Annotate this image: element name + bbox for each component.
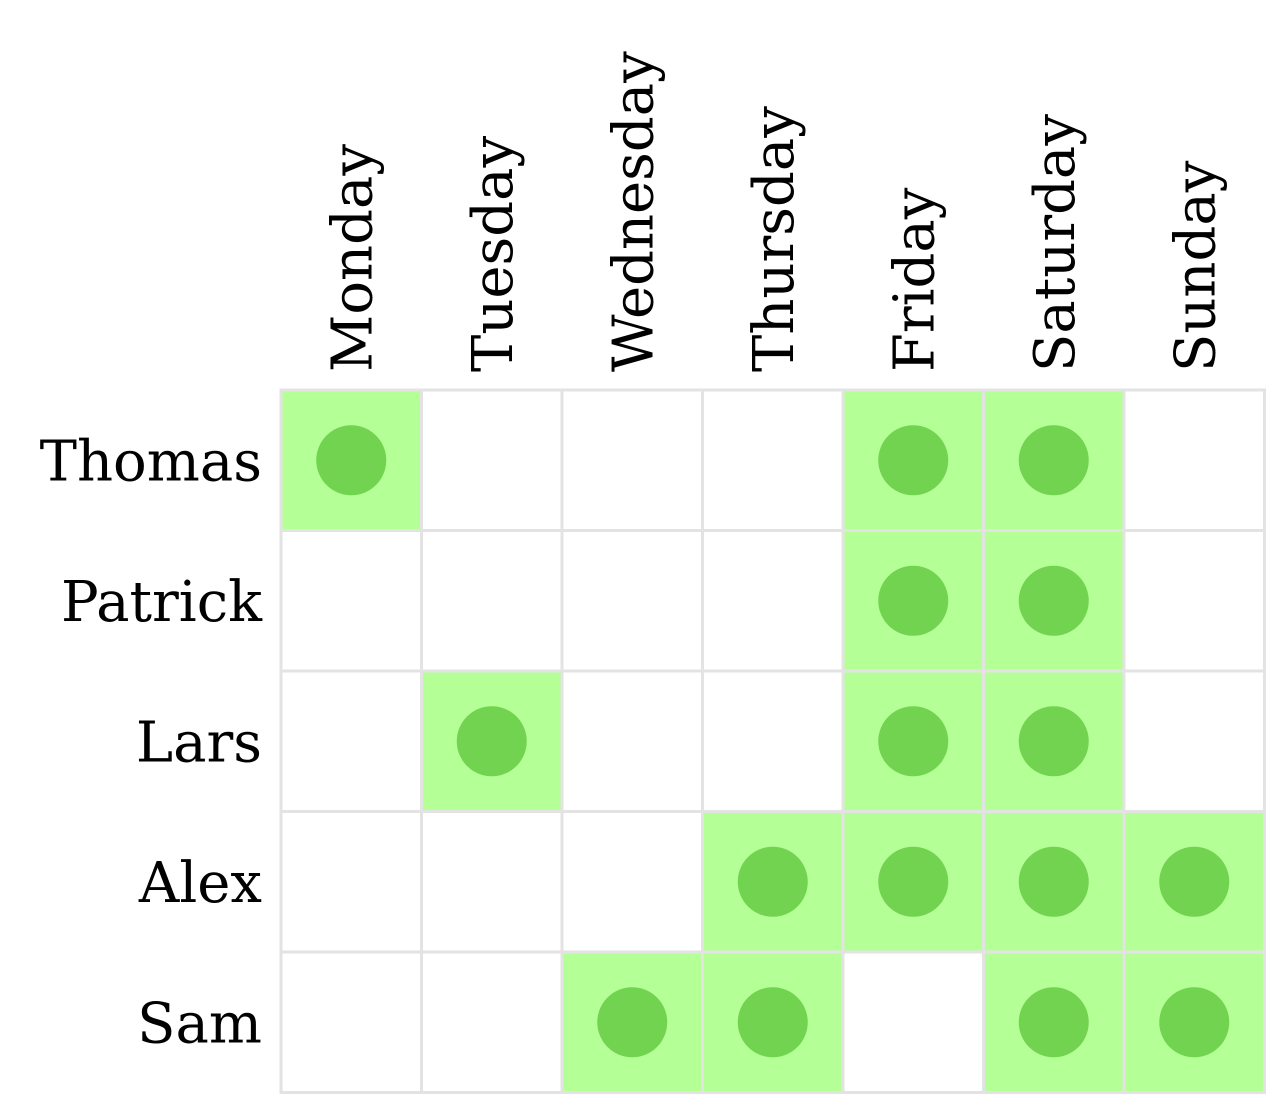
cell-sam-tuesday bbox=[420, 950, 564, 1094]
row-label-alex: Alex bbox=[138, 851, 262, 916]
column-label-thursday: Thursday bbox=[742, 106, 807, 372]
cell-thomas-sunday bbox=[1122, 388, 1266, 532]
dots-layer bbox=[316, 425, 1230, 1058]
column-label-friday: Friday bbox=[882, 187, 947, 372]
dot-sam-saturday bbox=[1018, 987, 1089, 1058]
cell-patrick-tuesday bbox=[420, 529, 564, 673]
cell-alex-monday bbox=[279, 810, 423, 954]
dot-patrick-friday bbox=[878, 565, 949, 636]
cell-lars-wednesday bbox=[560, 669, 704, 813]
row-labels: Thomas Patrick Lars Alex Sam bbox=[40, 429, 263, 1056]
dot-alex-friday bbox=[878, 846, 949, 917]
cell-alex-wednesday bbox=[560, 810, 704, 954]
cell-patrick-wednesday bbox=[560, 529, 704, 673]
cell-alex-tuesday bbox=[420, 810, 564, 954]
cell-patrick-monday bbox=[279, 529, 423, 673]
row-label-sam: Sam bbox=[137, 991, 262, 1056]
column-label-wednesday: Wednesday bbox=[601, 51, 666, 372]
dot-alex-thursday bbox=[737, 846, 808, 917]
cell-lars-thursday bbox=[701, 669, 845, 813]
dot-lars-friday bbox=[878, 706, 949, 777]
cells-layer bbox=[279, 388, 1266, 1094]
dot-alex-saturday bbox=[1018, 846, 1089, 917]
dot-thomas-friday bbox=[878, 425, 949, 496]
cell-patrick-sunday bbox=[1122, 529, 1266, 673]
cell-lars-monday bbox=[279, 669, 423, 813]
row-label-patrick: Patrick bbox=[61, 570, 263, 635]
cell-thomas-wednesday bbox=[560, 388, 704, 532]
dot-alex-sunday bbox=[1159, 846, 1230, 917]
cell-thomas-tuesday bbox=[420, 388, 564, 532]
cell-sam-monday bbox=[279, 950, 423, 1094]
dot-patrick-saturday bbox=[1018, 565, 1089, 636]
dot-thomas-saturday bbox=[1018, 425, 1089, 496]
cell-lars-sunday bbox=[1122, 669, 1266, 813]
column-label-saturday: Saturday bbox=[1023, 114, 1088, 372]
dot-sam-wednesday bbox=[597, 987, 668, 1058]
column-labels: Monday Tuesday Wednesday Thursday Friday Satu… bbox=[320, 51, 1228, 372]
column-label-sunday: Sunday bbox=[1163, 160, 1228, 372]
column-label-tuesday: Tuesday bbox=[461, 135, 526, 372]
cell-sam-friday bbox=[841, 950, 985, 1094]
dot-lars-tuesday bbox=[456, 706, 527, 777]
dot-sam-thursday bbox=[737, 987, 808, 1058]
cell-patrick-thursday bbox=[701, 529, 845, 673]
row-label-lars: Lars bbox=[136, 710, 262, 775]
cell-thomas-thursday bbox=[701, 388, 845, 532]
dot-lars-saturday bbox=[1018, 706, 1089, 777]
dot-thomas-monday bbox=[316, 425, 387, 496]
row-label-thomas: Thomas bbox=[40, 429, 262, 494]
cell-sam-thursday bbox=[701, 950, 845, 1094]
column-label-monday: Monday bbox=[320, 144, 385, 372]
cell-lars-saturday bbox=[982, 669, 1126, 813]
dot-sam-sunday bbox=[1159, 987, 1230, 1058]
